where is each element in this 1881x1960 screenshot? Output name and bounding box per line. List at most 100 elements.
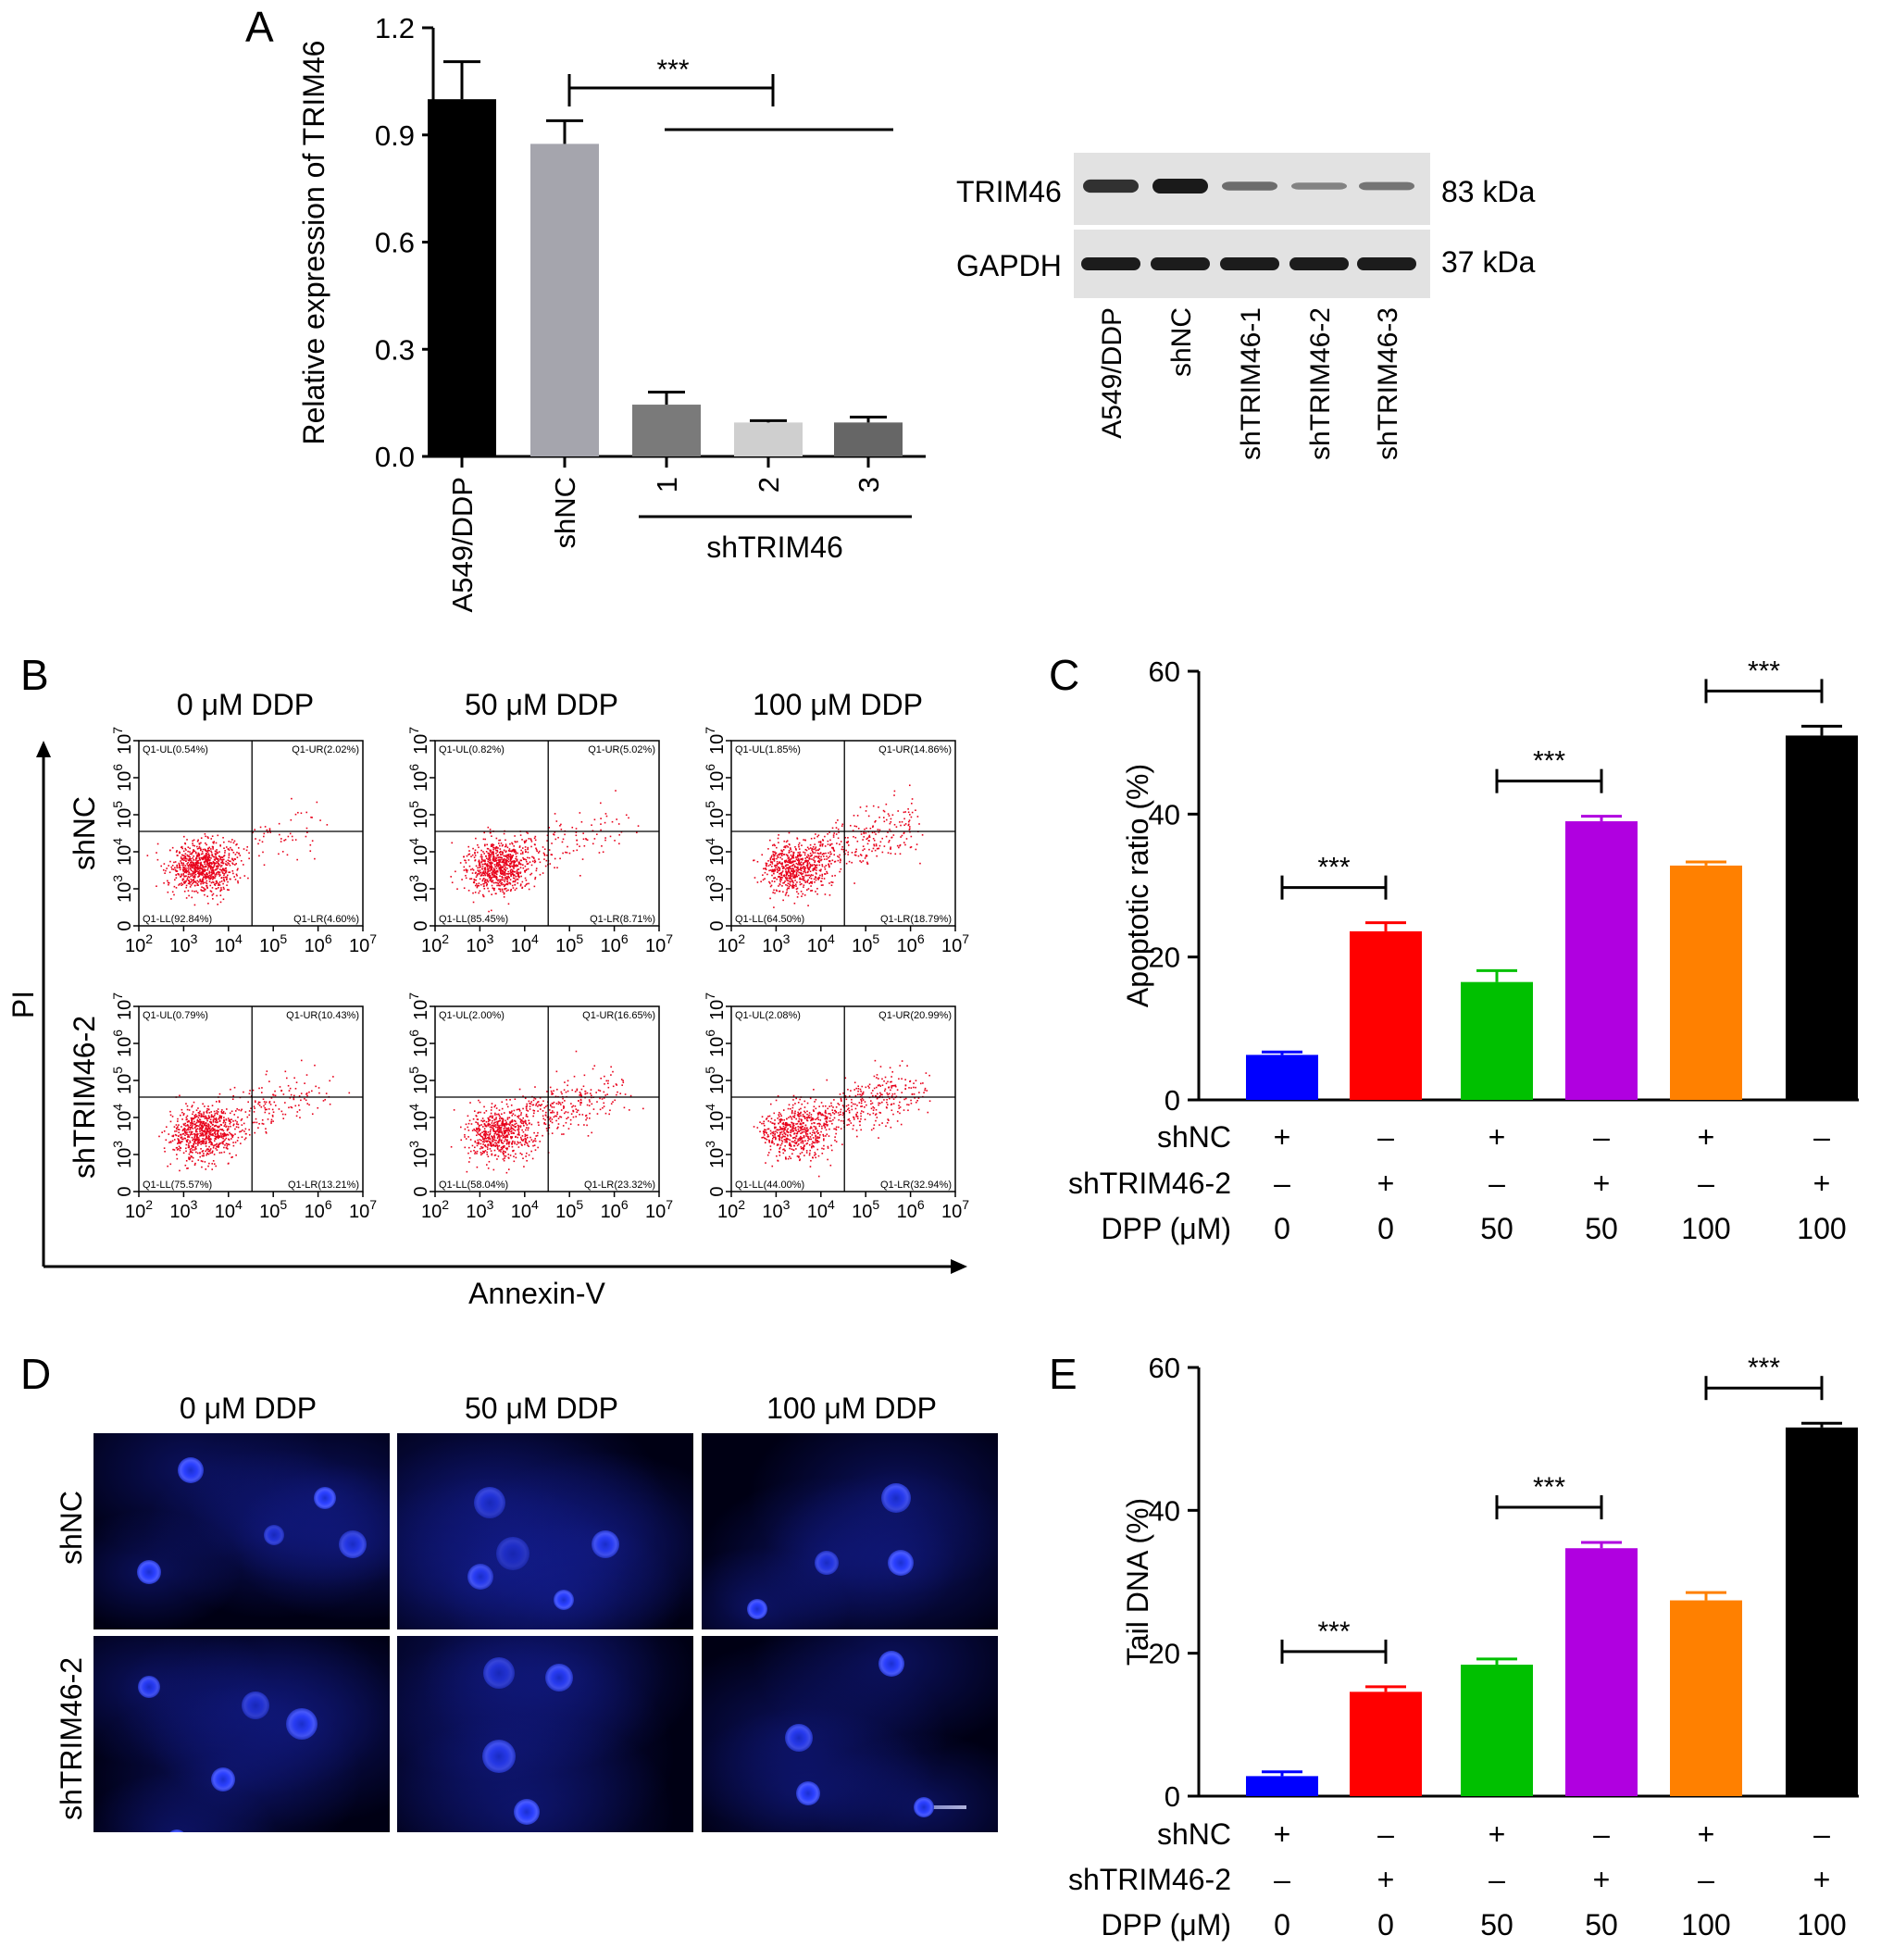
flow-dot — [178, 1131, 180, 1134]
flow-dot — [206, 1124, 208, 1127]
flow-dot — [503, 1134, 505, 1137]
flow-dot — [803, 870, 806, 872]
flow-dot — [491, 852, 493, 855]
flow-dot — [852, 830, 854, 831]
flow-dot — [207, 1135, 210, 1137]
flow-dot — [487, 1131, 490, 1133]
flow-dot — [529, 856, 530, 859]
flow-dot — [204, 1117, 206, 1119]
flow-dot — [217, 1111, 219, 1113]
flow-dot — [785, 859, 788, 862]
flow-dot — [575, 1108, 578, 1110]
flow-dot — [483, 1119, 486, 1122]
flow-dot — [214, 877, 216, 880]
flow-dot — [797, 893, 800, 895]
flow-dot — [767, 1120, 770, 1122]
flow-dot — [802, 867, 803, 869]
flow-y-tick-label: 106 — [406, 764, 431, 792]
flow-dot — [201, 1140, 203, 1142]
flow-dot — [778, 854, 779, 855]
flow-dot — [253, 1111, 255, 1113]
flow-dot — [823, 858, 826, 860]
flow-dot — [881, 837, 884, 840]
flow-dot — [796, 896, 799, 898]
flow-dot — [482, 878, 484, 880]
flow-dot — [193, 870, 196, 872]
flow-dot — [527, 856, 529, 859]
flow-dot — [556, 1111, 558, 1114]
flow-dot — [268, 1102, 271, 1104]
flow-dot — [809, 843, 812, 846]
flow-dot — [800, 1120, 803, 1122]
flow-dot — [553, 1116, 555, 1118]
flow-dot — [792, 877, 794, 879]
flow-dot — [856, 840, 859, 843]
flow-dot — [192, 861, 193, 864]
flow-dot — [802, 879, 804, 881]
flow-dot — [817, 879, 819, 880]
flow-dot — [636, 831, 638, 834]
flow-dot — [876, 847, 878, 850]
flow-dot — [839, 870, 841, 873]
flow-dot — [220, 880, 223, 882]
a-x-tick-label: shNC — [549, 477, 581, 549]
flow-dot — [786, 861, 789, 863]
a-x-tick-label: 3 — [853, 477, 885, 493]
flow-dot — [201, 1131, 203, 1134]
flow-dot — [549, 863, 552, 865]
flow-dot — [546, 1130, 549, 1132]
flow-dot — [887, 852, 890, 854]
flow-x-tick-label: 104 — [807, 931, 835, 956]
flow-dot — [478, 892, 480, 894]
flow-dot — [872, 805, 875, 807]
flow-dot — [756, 881, 759, 883]
flow-dot — [521, 880, 524, 883]
flow-dot — [496, 1122, 499, 1125]
flow-dot — [192, 873, 194, 875]
flow-dot — [889, 829, 891, 830]
flow-dot — [183, 1124, 185, 1126]
flow-dot — [180, 1133, 181, 1136]
flow-dot — [509, 1155, 512, 1156]
flow-dot — [560, 1091, 563, 1093]
flow-dot — [232, 872, 234, 875]
flow-dot — [771, 874, 773, 877]
flow-dot — [897, 810, 899, 812]
flow-dot — [505, 862, 507, 864]
flow-dot — [779, 876, 782, 879]
flow-dot — [505, 1130, 507, 1131]
flow-dot — [527, 868, 529, 870]
flow-dot — [305, 1074, 308, 1076]
flow-dot — [534, 835, 537, 838]
flow-dot — [833, 832, 835, 834]
flow-x-tick-label: 107 — [349, 931, 377, 956]
flow-dot — [527, 846, 529, 849]
flow-dot — [542, 1110, 544, 1112]
flow-dot — [499, 871, 502, 873]
flow-dot — [495, 856, 497, 859]
flow-dot — [496, 847, 498, 849]
flow-dot — [185, 867, 187, 869]
flow-dot — [197, 884, 199, 886]
flow-dot — [481, 1147, 483, 1149]
flow-dot — [508, 877, 511, 879]
flow-dot — [507, 858, 510, 860]
flow-dot — [841, 1143, 843, 1145]
flow-dot — [543, 858, 545, 860]
flow-dot — [185, 884, 188, 887]
flow-dot — [202, 853, 204, 855]
flow-dot — [787, 867, 790, 869]
flow-dot — [492, 888, 494, 890]
flow-dot — [588, 1117, 591, 1119]
flow-dot — [245, 1132, 247, 1135]
flow-dot — [573, 1075, 576, 1078]
flow-dot — [480, 858, 483, 861]
flow-dot — [503, 1150, 505, 1153]
flow-dot — [182, 862, 185, 865]
flow-dot — [207, 1108, 210, 1110]
flow-dot — [783, 867, 785, 869]
flow-dot — [803, 851, 804, 854]
flow-dot — [220, 858, 223, 861]
flow-dot — [236, 874, 238, 877]
flow-dot — [499, 879, 502, 881]
